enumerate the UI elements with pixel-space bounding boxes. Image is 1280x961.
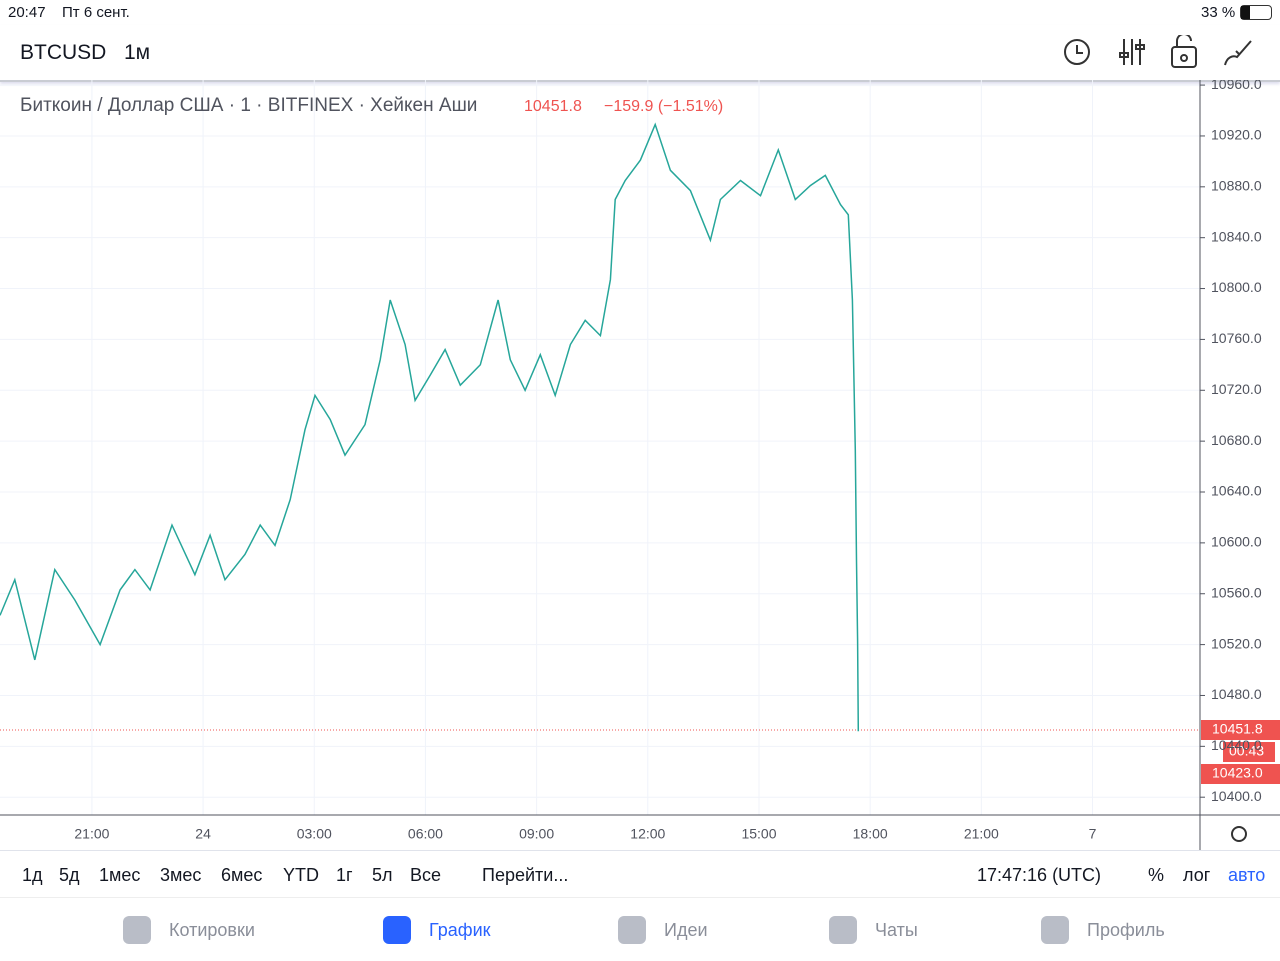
- range-button[interactable]: 6мес: [221, 865, 263, 885]
- clock: 20:47: [8, 4, 46, 21]
- tab[interactable]: Профиль: [1041, 916, 1165, 944]
- toolbar-icons[interactable]: [1060, 35, 1270, 69]
- utc-clock[interactable]: 17:47:16 (UTC): [977, 865, 1102, 885]
- tab-label: Идеи: [664, 919, 708, 940]
- tab-icon: [123, 916, 151, 944]
- range-button[interactable]: Все: [410, 865, 442, 885]
- y-tick-label: 10720.0: [1211, 381, 1262, 397]
- x-tick-label: 15:00: [741, 826, 776, 842]
- tab[interactable]: Котировки: [123, 916, 255, 944]
- y-tick-label: 10600.0: [1211, 534, 1262, 550]
- status-bar: 20:47 Пт 6 сент. 33 %: [0, 0, 1280, 25]
- y-tick-label: 10760.0: [1211, 330, 1262, 346]
- x-tick-label: 12:00: [630, 826, 665, 842]
- date: Пт 6 сент.: [62, 4, 130, 21]
- header: BTCUSD 1м: [0, 25, 1280, 82]
- low-box: [1201, 764, 1280, 784]
- x-tick-label: 06:00: [408, 826, 443, 842]
- change: −159.9 (−1.51%): [604, 98, 723, 115]
- range-button[interactable]: 1д: [22, 865, 43, 885]
- price-line-series: [0, 122, 860, 732]
- y-tick-label: 10480.0: [1211, 686, 1262, 702]
- range-button[interactable]: YTD: [283, 865, 319, 885]
- y-tick-label: 10840.0: [1211, 228, 1262, 244]
- x-tick-label: 24: [195, 826, 211, 842]
- tab[interactable]: Идеи: [618, 916, 708, 944]
- price: 10451.8: [524, 98, 582, 115]
- y-tick-label: 10960.0: [1211, 80, 1262, 92]
- x-tick-label: 21:00: [964, 826, 999, 842]
- y-tick-label: 10560.0: [1211, 584, 1262, 600]
- countdown: 00:43: [1229, 743, 1264, 759]
- range-button[interactable]: 1мес: [99, 865, 141, 885]
- countdown-box: [1223, 742, 1275, 762]
- range-button[interactable]: 5л: [372, 865, 393, 885]
- log-toggle[interactable]: лог: [1183, 865, 1211, 885]
- range-button[interactable]: 3мес: [160, 865, 202, 885]
- y-tick-label: 10440.0: [1211, 737, 1262, 753]
- tab-icon: [383, 916, 411, 944]
- y-tick-label: 10520.0: [1211, 635, 1262, 651]
- range-button[interactable]: 5д: [59, 865, 80, 885]
- tab-label: Чаты: [875, 919, 918, 940]
- chart-legend: Биткоин / Доллар США · 1 · BITFINEX · Хе…: [20, 95, 477, 116]
- y-tick-label: 10400.0: [1211, 788, 1262, 804]
- settings-icon[interactable]: [1231, 826, 1247, 842]
- battery: [1240, 5, 1272, 20]
- y-tick-label: 10680.0: [1211, 432, 1262, 448]
- x-tick-label: 18:00: [853, 826, 888, 842]
- y-tick-label: 10800.0: [1211, 279, 1262, 295]
- tab-label: Профиль: [1087, 919, 1165, 940]
- tab-icon: [618, 916, 646, 944]
- tab-label: Котировки: [169, 919, 255, 940]
- low-label: 10423.0: [1212, 765, 1263, 781]
- interval[interactable]: 1м: [124, 41, 151, 64]
- tab[interactable]: Чаты: [829, 916, 918, 944]
- range-bar: 1д 5д 1мес 3мес 6мес YTD 1г 5л Все Перейти... 17:4…: [0, 850, 1280, 898]
- y-tick-label: 10640.0: [1211, 483, 1262, 499]
- tab-icon: [829, 916, 857, 944]
- chart: Биткоин / Доллар США · 1 · BITFINEX · Хе…: [0, 80, 1280, 850]
- tab-bar: Котировки График Идеи Чаты Профиль: [0, 897, 1280, 961]
- x-tick-label: 03:00: [297, 826, 332, 842]
- y-tick-label: 10920.0: [1211, 127, 1262, 143]
- symbol[interactable]: BTCUSD: [20, 41, 107, 64]
- range-button[interactable]: 1г: [336, 865, 353, 885]
- last-price-box: [1201, 720, 1280, 740]
- y-tick-label: 10880.0: [1211, 178, 1262, 194]
- tab-icon: [1041, 916, 1069, 944]
- x-tick-label: 09:00: [519, 826, 554, 842]
- battery-text: 33 %: [1201, 4, 1236, 21]
- last-price-label: 10451.8: [1212, 721, 1263, 737]
- x-tick-label: 21:00: [74, 826, 109, 842]
- auto-toggle[interactable]: авто: [1228, 865, 1266, 885]
- goto-button[interactable]: Перейти...: [482, 865, 569, 885]
- x-tick-label: 7: [1089, 826, 1097, 842]
- tab[interactable]: График: [383, 916, 491, 944]
- percent-toggle[interactable]: %: [1148, 865, 1165, 885]
- tab-label: График: [429, 919, 491, 940]
